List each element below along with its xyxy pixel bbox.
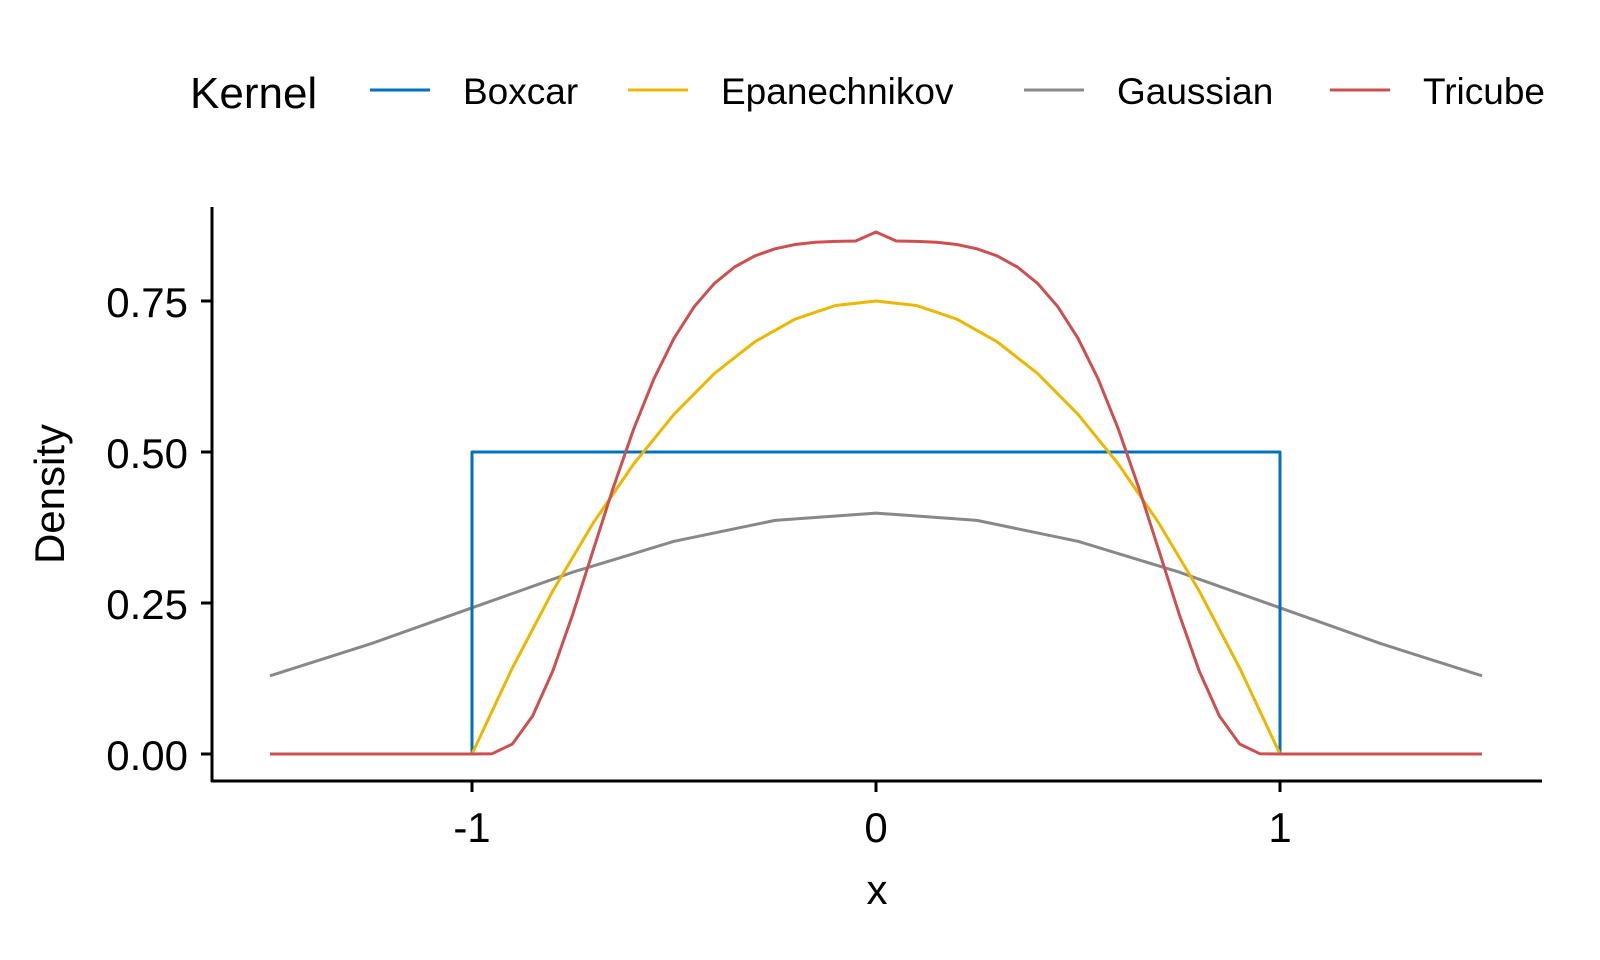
legend-items: Boxcar Epanechnikov Gaussian Tricube: [370, 71, 1545, 112]
legend-label-gaussian: Gaussian: [1117, 71, 1273, 112]
x-axis-ticks: -1 0 1: [453, 781, 1292, 851]
legend-label-epanechnikov: Epanechnikov: [721, 71, 954, 112]
series-line-gaussian: [269, 511, 1483, 678]
series-line-epanechnikov: [270, 299, 1482, 756]
legend-label-boxcar: Boxcar: [463, 71, 578, 112]
legend-title: Kernel: [190, 69, 317, 118]
legend: Kernel Boxcar Epanechnikov Gaussian Tricube: [190, 69, 1545, 118]
series-line-boxcar: [270, 450, 1482, 756]
x-tick-label: -1: [453, 804, 490, 851]
y-axis-title: Density: [26, 424, 73, 564]
series-line-tricube: [270, 230, 1482, 756]
y-tick-label: 0.50: [106, 430, 188, 477]
y-tick-label: 0.75: [106, 279, 188, 326]
legend-label-tricube: Tricube: [1423, 71, 1545, 112]
y-tick-label: 0.00: [106, 732, 188, 779]
plot-area: 0.00 0.25 0.50 0.75 -1 0 1: [106, 207, 1542, 851]
x-tick-label: 1: [1268, 804, 1291, 851]
x-tick-label: 0: [864, 804, 887, 851]
x-axis-title: x: [867, 866, 888, 913]
y-axis-ticks: 0.00 0.25 0.50 0.75: [106, 279, 212, 779]
y-tick-label: 0.25: [106, 581, 188, 628]
series-layer: [269, 230, 1483, 756]
